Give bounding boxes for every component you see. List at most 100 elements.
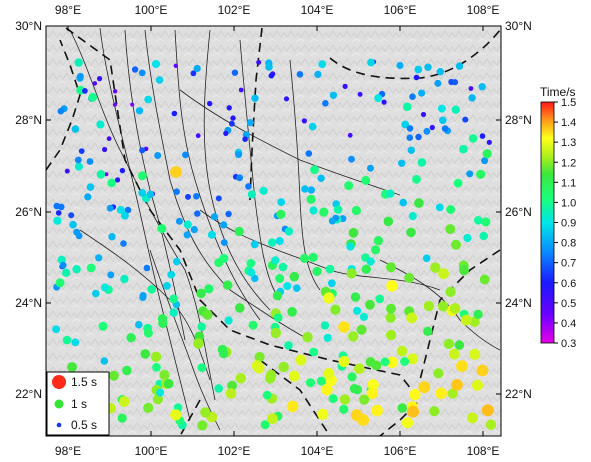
station-dot bbox=[347, 132, 353, 138]
station-dot bbox=[445, 286, 456, 297]
station-dot bbox=[143, 328, 153, 338]
station-dot bbox=[409, 388, 421, 401]
station-dot bbox=[106, 204, 114, 212]
legend-label-0-5s: 0.5 s bbox=[71, 418, 97, 432]
station-dot bbox=[479, 231, 489, 241]
station-dot bbox=[112, 89, 118, 94]
station-dot bbox=[349, 384, 360, 394]
station-dot bbox=[144, 95, 153, 104]
station-dot bbox=[399, 198, 408, 207]
station-dot bbox=[436, 68, 444, 76]
station-dot bbox=[468, 94, 476, 102]
station-dot bbox=[78, 148, 85, 155]
station-dot bbox=[323, 333, 332, 342]
station-dot bbox=[293, 284, 301, 293]
station-dot bbox=[107, 271, 115, 279]
station-dot bbox=[479, 274, 490, 285]
station-dot bbox=[481, 157, 489, 165]
station-dot bbox=[152, 60, 160, 68]
station-dot bbox=[268, 72, 275, 79]
station-dot bbox=[126, 333, 136, 343]
colorbar-tick-label: 1.0 bbox=[561, 197, 576, 209]
colorbar-tick-label: 1.2 bbox=[561, 157, 576, 169]
station-dot bbox=[137, 171, 147, 181]
station-dot bbox=[319, 207, 329, 217]
station-dot bbox=[406, 227, 416, 238]
station-dot bbox=[131, 66, 139, 73]
station-dot bbox=[401, 417, 414, 429]
station-dot bbox=[193, 64, 201, 73]
station-dot bbox=[195, 133, 201, 139]
station-dot bbox=[73, 228, 81, 236]
station-dot bbox=[413, 74, 420, 81]
station-dot bbox=[338, 355, 350, 368]
station-dot bbox=[409, 93, 416, 100]
station-dot bbox=[200, 407, 211, 418]
station-dot bbox=[53, 202, 61, 210]
station-dot bbox=[443, 338, 454, 349]
station-dot bbox=[171, 110, 178, 117]
station-dot bbox=[68, 212, 75, 219]
station-dot bbox=[454, 340, 465, 350]
station-dot bbox=[210, 213, 219, 221]
station-dot bbox=[271, 256, 280, 265]
station-dot bbox=[267, 413, 278, 425]
station-dot bbox=[348, 155, 355, 163]
station-dot bbox=[404, 272, 415, 283]
station-dot bbox=[359, 394, 370, 405]
station-dot bbox=[234, 226, 244, 237]
station-dot bbox=[130, 102, 135, 107]
station-dot bbox=[146, 190, 155, 199]
station-dot bbox=[476, 169, 486, 179]
station-dot bbox=[276, 209, 286, 219]
station-dot bbox=[342, 83, 348, 89]
station-dot bbox=[323, 292, 335, 304]
station-dot bbox=[266, 369, 277, 381]
station-dot bbox=[328, 217, 336, 225]
station-dot bbox=[163, 378, 174, 389]
station-dot bbox=[418, 89, 426, 97]
station-dot bbox=[284, 341, 293, 350]
station-dot bbox=[365, 357, 376, 367]
station-dot bbox=[163, 282, 171, 290]
station-dot bbox=[446, 205, 456, 214]
station-dot bbox=[97, 76, 103, 82]
station-dot bbox=[373, 236, 383, 246]
station-dot bbox=[159, 369, 170, 381]
station-dot bbox=[235, 373, 246, 384]
station-dot bbox=[441, 125, 449, 132]
station-dot bbox=[107, 178, 117, 188]
station-dot bbox=[417, 158, 427, 167]
station-dot bbox=[361, 264, 371, 274]
station-dot bbox=[92, 81, 98, 86]
station-dot bbox=[286, 400, 299, 413]
station-dot bbox=[106, 136, 112, 142]
station-dot bbox=[367, 379, 379, 391]
station-dot bbox=[429, 406, 440, 417]
station-dot bbox=[143, 264, 151, 272]
lon-label-top-106: 106°E bbox=[384, 3, 417, 17]
station-dot bbox=[150, 351, 162, 362]
station-dot bbox=[67, 362, 77, 372]
station-dot bbox=[117, 413, 127, 423]
station-dot bbox=[309, 206, 318, 215]
station-dot bbox=[207, 230, 216, 239]
station-dot bbox=[451, 239, 461, 250]
station-dot bbox=[152, 394, 163, 405]
station-dot bbox=[474, 216, 483, 225]
station-dot bbox=[152, 362, 161, 372]
station-dot bbox=[88, 92, 98, 102]
station-dot bbox=[230, 115, 236, 121]
station-dot bbox=[406, 134, 414, 141]
station-dot bbox=[407, 146, 415, 154]
station-dot bbox=[386, 189, 395, 198]
station-dot bbox=[84, 193, 92, 201]
station-dot bbox=[459, 265, 469, 276]
station-dot bbox=[375, 294, 385, 304]
lat-label-left-24: 24°N bbox=[15, 296, 42, 310]
station-dot bbox=[447, 388, 458, 399]
station-dot bbox=[312, 266, 322, 276]
station-dot bbox=[76, 72, 84, 80]
station-dot bbox=[466, 170, 474, 178]
station-dot bbox=[223, 280, 233, 290]
